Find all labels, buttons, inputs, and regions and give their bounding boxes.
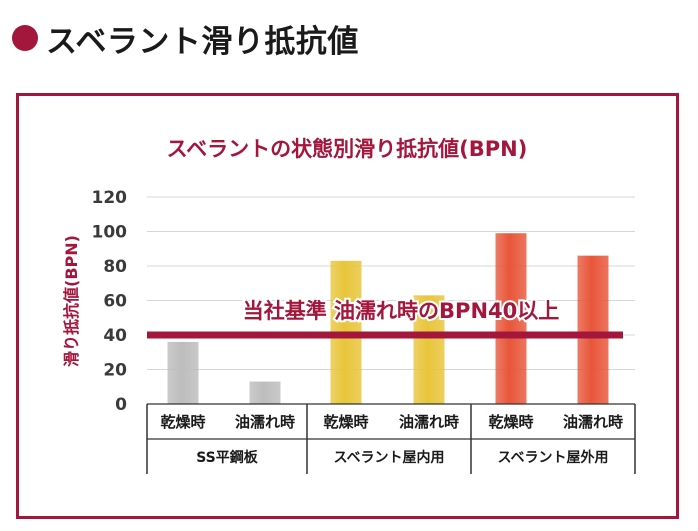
reference-line-label: 当社基準 油濡れ時のBPN40以上 <box>243 299 560 323</box>
page-heading: スベラント滑り抵抗値 <box>12 14 359 62</box>
bar <box>413 295 445 404</box>
x-tick-label: 油濡れ時 <box>563 413 623 431</box>
x-tick-label: 油濡れ時 <box>399 413 459 431</box>
bar <box>167 341 199 404</box>
y-tick-label: 60 <box>103 292 127 312</box>
bar <box>495 233 527 404</box>
bar <box>577 255 609 404</box>
y-tick-label: 0 <box>115 395 127 415</box>
group-label: スベラント屋内用 <box>333 449 444 466</box>
chart-frame: スベラントの状態別滑り抵抗値(BPN) 滑り抵抗値(BPN) 0 20 40 60 80 10… <box>16 93 679 519</box>
y-tick-label: 20 <box>103 361 127 381</box>
bar <box>249 381 281 404</box>
x-tick-label: 乾燥時 <box>323 413 368 431</box>
y-tick-label: 80 <box>103 257 127 277</box>
page-title: スベラント滑り抵抗値 <box>46 23 359 60</box>
group-label: スベラント屋外用 <box>497 449 608 466</box>
y-tick-label: 100 <box>92 223 128 243</box>
x-tick-label: 油濡れ時 <box>235 413 295 431</box>
bar-chart: スベラントの状態別滑り抵抗値(BPN) 滑り抵抗値(BPN) 0 20 40 60 80 10… <box>62 137 636 474</box>
bullet-dot-icon <box>12 25 38 51</box>
group-label: SS平鋼板 <box>196 449 259 466</box>
x-tick-label: 乾燥時 <box>488 413 533 431</box>
x-tick-label: 乾燥時 <box>160 413 205 431</box>
y-axis-label: 滑り抵抗値(BPN) <box>62 235 81 367</box>
chart-title: スベラントの状態別滑り抵抗値(BPN) <box>167 137 528 161</box>
y-tick-label: 120 <box>92 188 128 208</box>
y-tick-label: 40 <box>103 326 127 346</box>
